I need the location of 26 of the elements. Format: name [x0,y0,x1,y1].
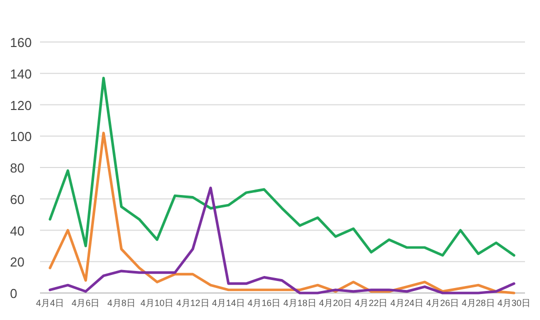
y-tick-label: 20 [10,254,24,270]
x-tick-label: 4月6日 [72,298,100,308]
line-series [48,186,516,294]
x-tick-label: 4月30日 [497,298,531,308]
x-tick-label: 4月4日 [36,298,64,308]
x-tick-label: 4月12日 [176,298,210,308]
line-series [48,132,516,294]
x-tick-label: 4月20日 [319,298,352,308]
x-tick-label: 4月8日 [107,298,136,308]
y-tick-label: 0 [10,286,18,301]
y-tick-label: 80 [10,160,24,176]
y-tick-label: 160 [10,35,32,50]
x-tick-label: 4月16日 [248,298,281,308]
y-tick-label: 120 [10,98,32,113]
line-series [48,76,516,257]
y-tick-label: 40 [10,223,24,238]
y-tick-label: 140 [10,66,32,82]
y-tick-label: 100 [10,129,32,144]
y-tick-label: 60 [10,192,24,207]
x-tick-label: 4月26日 [426,298,460,308]
x-tick-label: 4月24日 [390,298,424,308]
x-tick-label: 4月14日 [212,298,245,308]
x-tick-label: 4月28日 [462,298,495,308]
x-tick-label: 4月22日 [354,298,388,308]
x-tick-label: 4月18日 [283,298,316,308]
x-tick-label: 4月10日 [140,298,174,308]
